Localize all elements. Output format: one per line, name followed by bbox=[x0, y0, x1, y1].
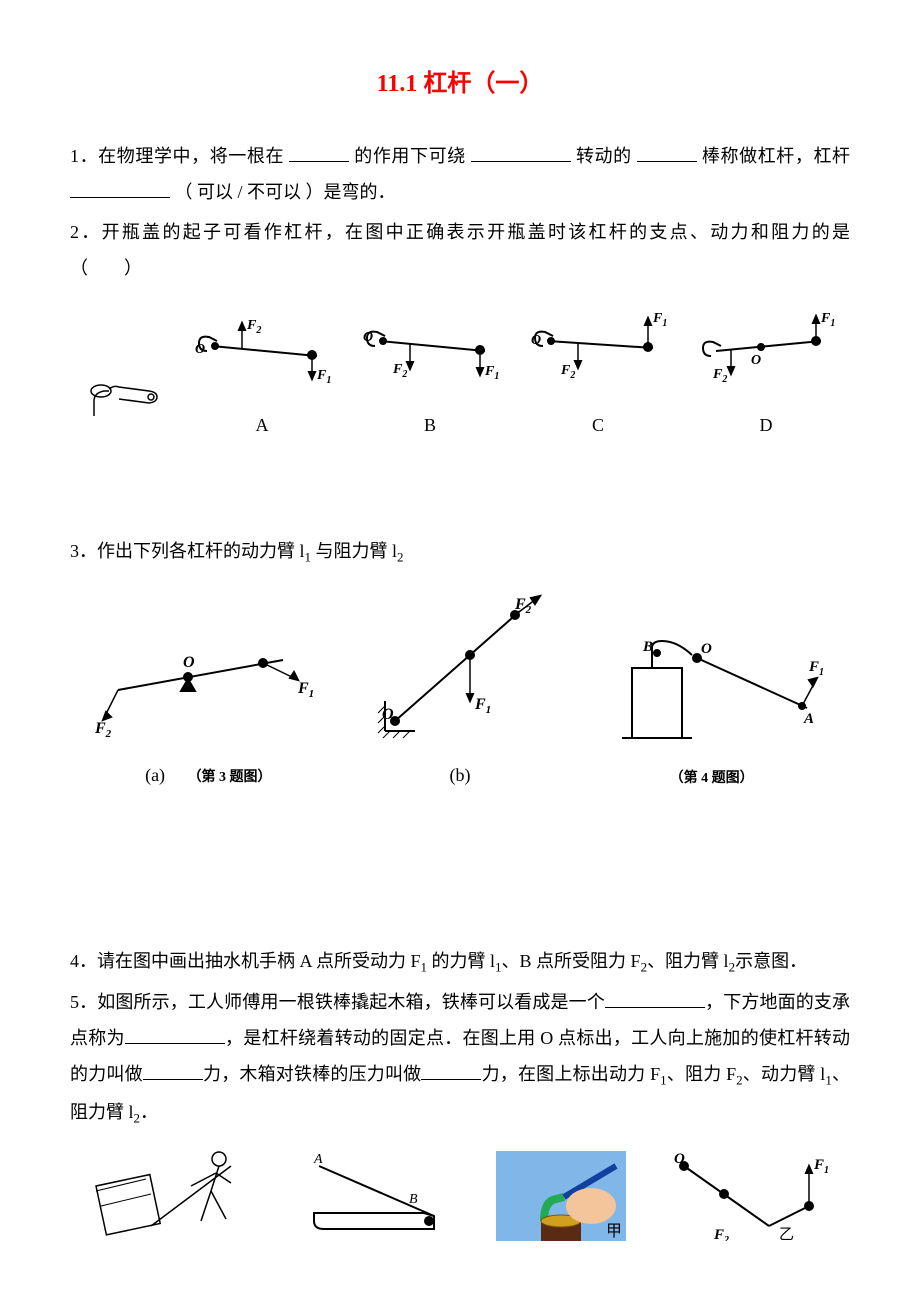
svg-text:O: O bbox=[195, 342, 205, 357]
q3-fig-a: O F2 F1 (a) （第 3 题图） bbox=[93, 625, 323, 793]
q3-caption: （第 3 题图） bbox=[188, 770, 272, 785]
q5-blank-4[interactable] bbox=[421, 1058, 481, 1081]
q5-fig-stapler: A B bbox=[304, 1151, 454, 1241]
q4-s3: 、B 点所受阻力 F bbox=[502, 951, 641, 971]
svg-text:B: B bbox=[642, 639, 653, 655]
q5-s4: 力，木箱对铁棒的压力叫做 bbox=[203, 1064, 422, 1084]
svg-text:A: A bbox=[313, 1152, 323, 1167]
q2-opener-sketch bbox=[79, 361, 169, 443]
q4-s1: 4．请在图中画出抽水机手柄 A 点所受动力 F bbox=[70, 951, 421, 971]
q2-option-c: O F2 F1 C bbox=[523, 306, 673, 443]
q3-sub2: 2 bbox=[397, 550, 404, 565]
q5-s6: 、阻力 F bbox=[667, 1064, 737, 1084]
svg-text:F1: F1 bbox=[316, 368, 331, 386]
q2-figures: O F2 F1 A O F2 F1 B bbox=[70, 306, 850, 443]
svg-text:O: O bbox=[531, 333, 541, 348]
q3-fig-b-label: (b) bbox=[370, 757, 550, 793]
q1-s2: 的作用下可绕 bbox=[354, 146, 466, 166]
q2-label-c: C bbox=[523, 407, 673, 443]
q1-s3: 转动的 bbox=[576, 146, 632, 166]
svg-text:F1: F1 bbox=[297, 680, 314, 700]
q5-blank-3[interactable] bbox=[143, 1058, 203, 1081]
q1-blank-3[interactable] bbox=[637, 139, 697, 162]
q5-blank-2[interactable] bbox=[125, 1022, 225, 1045]
question-3: 3．作出下列各杠杆的动力臂 l1 与阻力臂 l2 bbox=[70, 533, 850, 571]
q5-s9: ． bbox=[140, 1102, 158, 1122]
q3-s1: 3．作出下列各杠杆的动力臂 l bbox=[70, 541, 305, 561]
q2-label-b: B bbox=[355, 407, 505, 443]
q5-s1: 5．如图所示，工人师傅用一根铁棒撬起木箱，铁棒可以看成是一个 bbox=[70, 992, 605, 1012]
q1-s4: 棒称做杠杆，杠杆 bbox=[702, 146, 850, 166]
q1-blank-2[interactable] bbox=[471, 139, 571, 162]
question-1: 1．在物理学中，将一根在 的作用下可绕 转动的 棒称做杠杆，杠杆 （ 可以 / … bbox=[70, 138, 850, 210]
svg-text:F2: F2 bbox=[94, 720, 112, 740]
q1-s5: （ 可以 / 不可以 ）是弯的． bbox=[175, 182, 396, 202]
svg-text:F1: F1 bbox=[820, 311, 835, 329]
q1-s1: 1．在物理学中，将一根在 bbox=[70, 146, 284, 166]
q5-figures: A B 甲 O F bbox=[70, 1151, 850, 1241]
svg-text:F1: F1 bbox=[808, 659, 824, 678]
q1-blank-4[interactable] bbox=[70, 175, 170, 198]
svg-text:B: B bbox=[409, 1192, 418, 1207]
q3-fig-a-label: (a) bbox=[145, 765, 165, 785]
q4-s4: 、阻力臂 l bbox=[647, 951, 729, 971]
q3-s2: 与阻力臂 l bbox=[311, 541, 397, 561]
svg-text:乙: 乙 bbox=[779, 1227, 794, 1241]
svg-text:A: A bbox=[803, 711, 814, 727]
q2-label-d: D bbox=[691, 407, 841, 443]
svg-text:F2: F2 bbox=[392, 362, 407, 380]
svg-text:F2: F2 bbox=[712, 367, 727, 385]
q5-fig-worker bbox=[91, 1151, 261, 1241]
svg-text:F2: F2 bbox=[560, 363, 575, 381]
q3-figures: O F2 F1 (a) （第 3 题图） bbox=[70, 591, 850, 793]
q2-label-a: A bbox=[187, 407, 337, 443]
question-5: 5．如图所示，工人师傅用一根铁棒撬起木箱，铁棒可以看成是一个，下方地面的支承点称… bbox=[70, 984, 850, 1131]
svg-text:O: O bbox=[183, 654, 195, 671]
svg-text:O: O bbox=[674, 1151, 685, 1167]
q5-s5: 力，在图上标出动力 F bbox=[481, 1064, 660, 1084]
svg-text:F1: F1 bbox=[474, 696, 491, 716]
q5-fig-lever: O F1 F2 乙 bbox=[669, 1151, 829, 1241]
svg-text:F1: F1 bbox=[652, 311, 667, 329]
q4-caption: （第 4 题图） bbox=[597, 765, 827, 793]
page-title: 11.1 杠杆（一） bbox=[70, 60, 850, 108]
svg-text:O: O bbox=[751, 353, 761, 368]
svg-text:O: O bbox=[363, 330, 373, 345]
q2-option-b: O F2 F1 B bbox=[355, 311, 505, 443]
svg-text:F1: F1 bbox=[484, 364, 499, 382]
svg-text:F2: F2 bbox=[713, 1227, 729, 1241]
q4-figure: B O A F1 （第 4 题图） bbox=[597, 623, 827, 793]
q2-option-a: O F2 F1 A bbox=[187, 311, 337, 443]
q5-s7: 、动力臂 l bbox=[743, 1064, 826, 1084]
q1-blank-1[interactable] bbox=[289, 139, 349, 162]
q3-fig-b: O F1 F2 (b) bbox=[370, 591, 550, 793]
svg-text:F2: F2 bbox=[246, 318, 261, 336]
label-jia: 甲 bbox=[606, 1223, 622, 1240]
q4-s2: 的力臂 l bbox=[427, 951, 495, 971]
q2-option-d: O F2 F1 D bbox=[691, 306, 841, 443]
question-4: 4．请在图中画出抽水机手柄 A 点所受动力 F1 的力臂 l1、B 点所受阻力 … bbox=[70, 943, 850, 981]
q5-fig-bottle: 甲 bbox=[496, 1151, 626, 1241]
question-2: 2．开瓶盖的起子可看作杠杆，在图中正确表示开瓶盖时该杠杆的支点、动力和阻力的是 … bbox=[70, 214, 850, 286]
svg-text:O: O bbox=[382, 706, 394, 723]
q5-blank-1[interactable] bbox=[605, 986, 705, 1009]
svg-text:O: O bbox=[701, 641, 712, 657]
svg-text:F1: F1 bbox=[813, 1157, 829, 1176]
q4-s5: 示意图． bbox=[735, 951, 807, 971]
